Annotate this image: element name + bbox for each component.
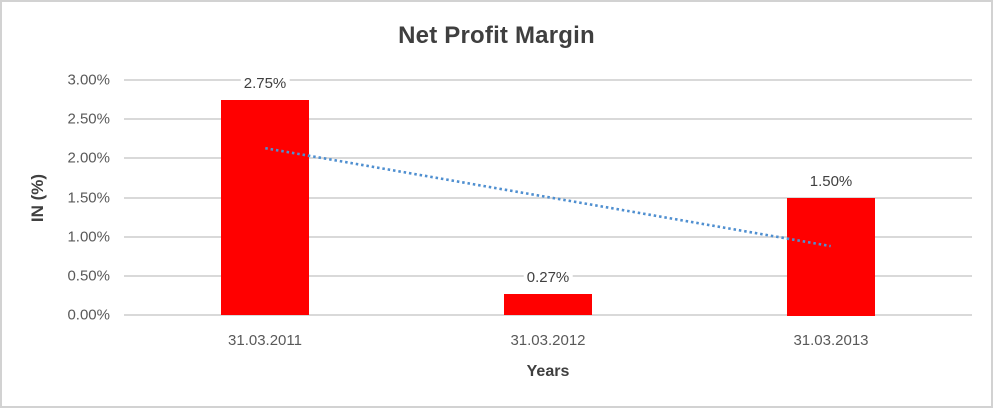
- bar: [221, 100, 309, 315]
- bar: [504, 294, 592, 315]
- y-tick-label: 0.00%: [67, 306, 110, 324]
- bar-value-label: 2.75%: [240, 75, 290, 93]
- x-category-label: 31.03.2011: [228, 332, 302, 349]
- bar-value-label: 0.27%: [523, 269, 573, 287]
- gridline: [124, 79, 972, 81]
- gridline: [124, 118, 972, 120]
- bar-value-label: 1.50%: [806, 173, 856, 191]
- y-tick-label: 0.50%: [67, 267, 110, 285]
- y-tick-label: 2.00%: [67, 149, 110, 167]
- x-category-label: 31.03.2012: [510, 332, 586, 349]
- gridline: [124, 314, 972, 316]
- y-tick-label: 1.00%: [67, 228, 110, 246]
- chart-title: Net Profit Margin: [398, 22, 595, 49]
- y-tick-label: 1.50%: [67, 189, 110, 207]
- y-tick-label: 3.00%: [67, 71, 110, 89]
- y-tick-label: 2.50%: [67, 110, 110, 128]
- x-axis-title: Years: [526, 363, 570, 380]
- bar: [787, 198, 875, 316]
- x-category-label: 31.03.2013: [793, 332, 869, 349]
